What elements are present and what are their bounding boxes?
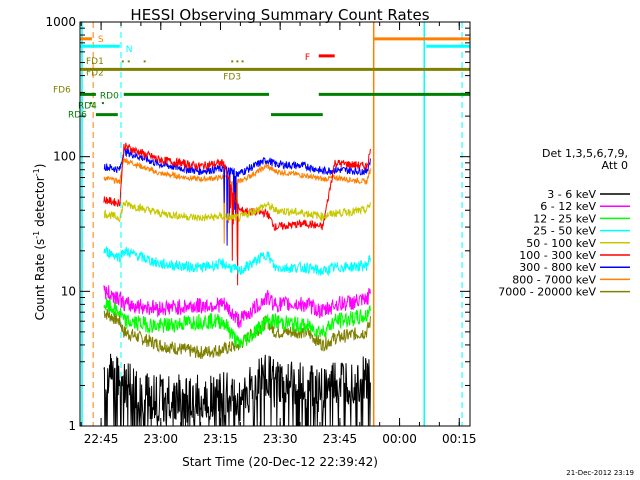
- flag-label-fd2: FD2: [86, 68, 104, 78]
- flag-label-rd6: RD6: [68, 110, 87, 120]
- x-tick-label-0: 22:45: [84, 432, 119, 446]
- flag-dot-fd1-2: [143, 60, 146, 63]
- flag-dot-fd1-1: [127, 60, 130, 63]
- legend-title-line-1: Att 0: [602, 159, 628, 172]
- flag-label-rd0: RD0: [100, 91, 119, 101]
- x-tick-label-3: 23:30: [263, 432, 298, 446]
- legend-entry-label-6: 300 - 800 keV: [519, 261, 596, 274]
- legend-entry-label-8: 7000 - 20000 keV: [498, 286, 596, 299]
- legend-entry-label-0: 3 - 6 keV: [547, 188, 596, 201]
- x-tick-label-6: 00:15: [442, 432, 477, 446]
- flag-dot-fd1-4: [236, 60, 239, 63]
- flag-label-f: F: [305, 53, 310, 63]
- series-line-2: [103, 297, 371, 350]
- legend-entry-label-1: 6 - 12 keV: [540, 200, 596, 213]
- flag-dot-fd1-3: [231, 60, 234, 63]
- x-tick-label-1: 23:00: [143, 432, 178, 446]
- y-axis-label-sup1: -1: [32, 231, 41, 239]
- y-axis-label-main: Count Rate (s: [33, 239, 47, 321]
- legend-entry-label-2: 12 - 25 keV: [533, 212, 596, 225]
- flag-label-n: N: [126, 45, 133, 55]
- y-axis-label: Count Rate (s-1 detector-1): [32, 164, 47, 321]
- series-line-4: [103, 199, 371, 223]
- y-axis-label-sup2: -1: [32, 168, 41, 176]
- y-axis-label-close: ): [33, 164, 47, 169]
- series-line-3: [103, 245, 371, 277]
- flag-dot-fd1-0: [121, 60, 124, 63]
- plot-frame: [79, 21, 471, 427]
- flag-label-fd1: FD1: [86, 57, 104, 67]
- y-tick-label-3: 1000: [45, 15, 76, 29]
- flag-dot-fd1-5: [241, 60, 244, 63]
- legend-title-line-0: Det 1,3,5,6,7,9,: [542, 147, 628, 160]
- flag-dot-rd4-0: [89, 102, 92, 105]
- flag-label-s: S: [98, 35, 104, 45]
- legend-entry-label-4: 50 - 100 keV: [526, 237, 596, 250]
- svg-text:Count Rate (s-1 detector-1): Count Rate (s-1 detector-1): [32, 164, 47, 321]
- series-line-0: [103, 353, 371, 427]
- footer-timestamp: 21-Dec-2012 23:19: [566, 469, 634, 477]
- flag-dot-rd4-1: [101, 102, 104, 105]
- legend-entry-label-7: 800 - 7000 keV: [512, 273, 596, 286]
- y-axis-label-detector: detector: [33, 176, 47, 231]
- x-tick-label-5: 00:00: [382, 432, 417, 446]
- x-tick-label-2: 23:15: [203, 432, 238, 446]
- y-tick-label-0: 1: [68, 419, 76, 433]
- x-axis-label: Start Time (20-Dec-12 22:39:42): [182, 455, 378, 469]
- series-line-6: [103, 147, 371, 246]
- flag-label-fd3: FD3: [223, 73, 241, 83]
- series-line-5: [103, 142, 371, 286]
- chart-title: HESSI Observing Summary Count Rates: [130, 6, 429, 24]
- flag-label-fd6: FD6: [53, 86, 71, 96]
- series-line-1: [103, 285, 371, 329]
- legend-entry-label-3: 25 - 50 keV: [533, 225, 596, 238]
- y-tick-label-2: 100: [53, 150, 76, 164]
- legend-entry-label-5: 100 - 300 keV: [519, 249, 596, 262]
- y-tick-label-1: 10: [61, 284, 76, 298]
- flag-label-rd4: RD4: [78, 101, 97, 111]
- x-tick-label-4: 23:45: [323, 432, 358, 446]
